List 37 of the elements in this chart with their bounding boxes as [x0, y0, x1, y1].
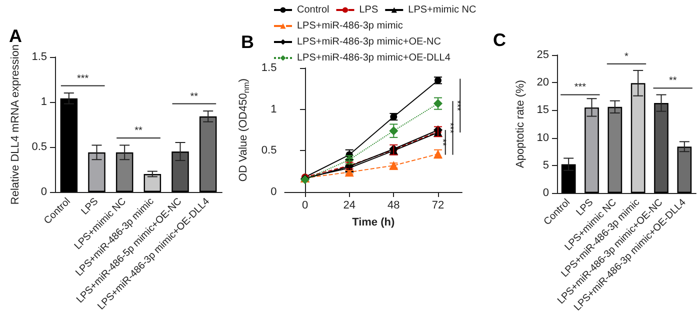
y-tick-label: 1: [40, 96, 47, 108]
legend-label: LPS+miR-486-3p mimic: [297, 20, 403, 32]
annotation: **: [134, 126, 142, 136]
annotation: **: [668, 76, 677, 87]
annotation: ***: [574, 82, 586, 94]
legend-label: LPS+miR-486-3p mimic+OE-NC: [297, 36, 441, 48]
y-tick-label: 0.5: [261, 144, 277, 157]
legend-label: LPS: [359, 4, 378, 16]
y-axis-title: OD Value (OD450nm): [238, 78, 251, 182]
chart-title: A: [9, 26, 22, 46]
y-axis-title: Apoptotic rate (%): [514, 80, 526, 168]
y-tick-label: 0: [40, 186, 47, 198]
y-tick-label: 1: [270, 103, 277, 116]
legend-label: LPS+mimic NC: [408, 4, 476, 16]
y-tick-label: 15: [536, 104, 549, 116]
x-tick-label: 48: [388, 200, 400, 212]
y-tick-label: 20: [536, 76, 549, 89]
y-tick-label: 0.5: [32, 141, 47, 153]
x-tick-label: 0: [302, 200, 308, 212]
legend-label: LPS+miR-486-3p mimic+OE-DLL4: [297, 52, 451, 64]
annotation: ***: [76, 73, 89, 84]
legend-label: Control: [297, 4, 330, 16]
y-tick-label: 10: [536, 132, 549, 144]
x-tick-label: 24: [343, 200, 356, 212]
x-tick-label: 72: [432, 200, 444, 212]
y-tick-label: 1.5: [32, 51, 47, 63]
y-tick-label: 0: [270, 186, 277, 198]
y-tick-label: 25: [536, 49, 549, 61]
y-axis-title: Relative DLL4 mRNA expression: [9, 44, 22, 205]
y-tick-label: 1.5: [261, 62, 277, 74]
chart-title: B: [241, 32, 254, 52]
x-axis-title: Time (h): [352, 216, 395, 228]
annotation: *: [624, 51, 629, 62]
y-tick-label: 0: [542, 187, 549, 199]
y-tick-label: 5: [542, 159, 549, 172]
annotation: **: [190, 91, 198, 102]
chart-title: C: [493, 30, 506, 50]
